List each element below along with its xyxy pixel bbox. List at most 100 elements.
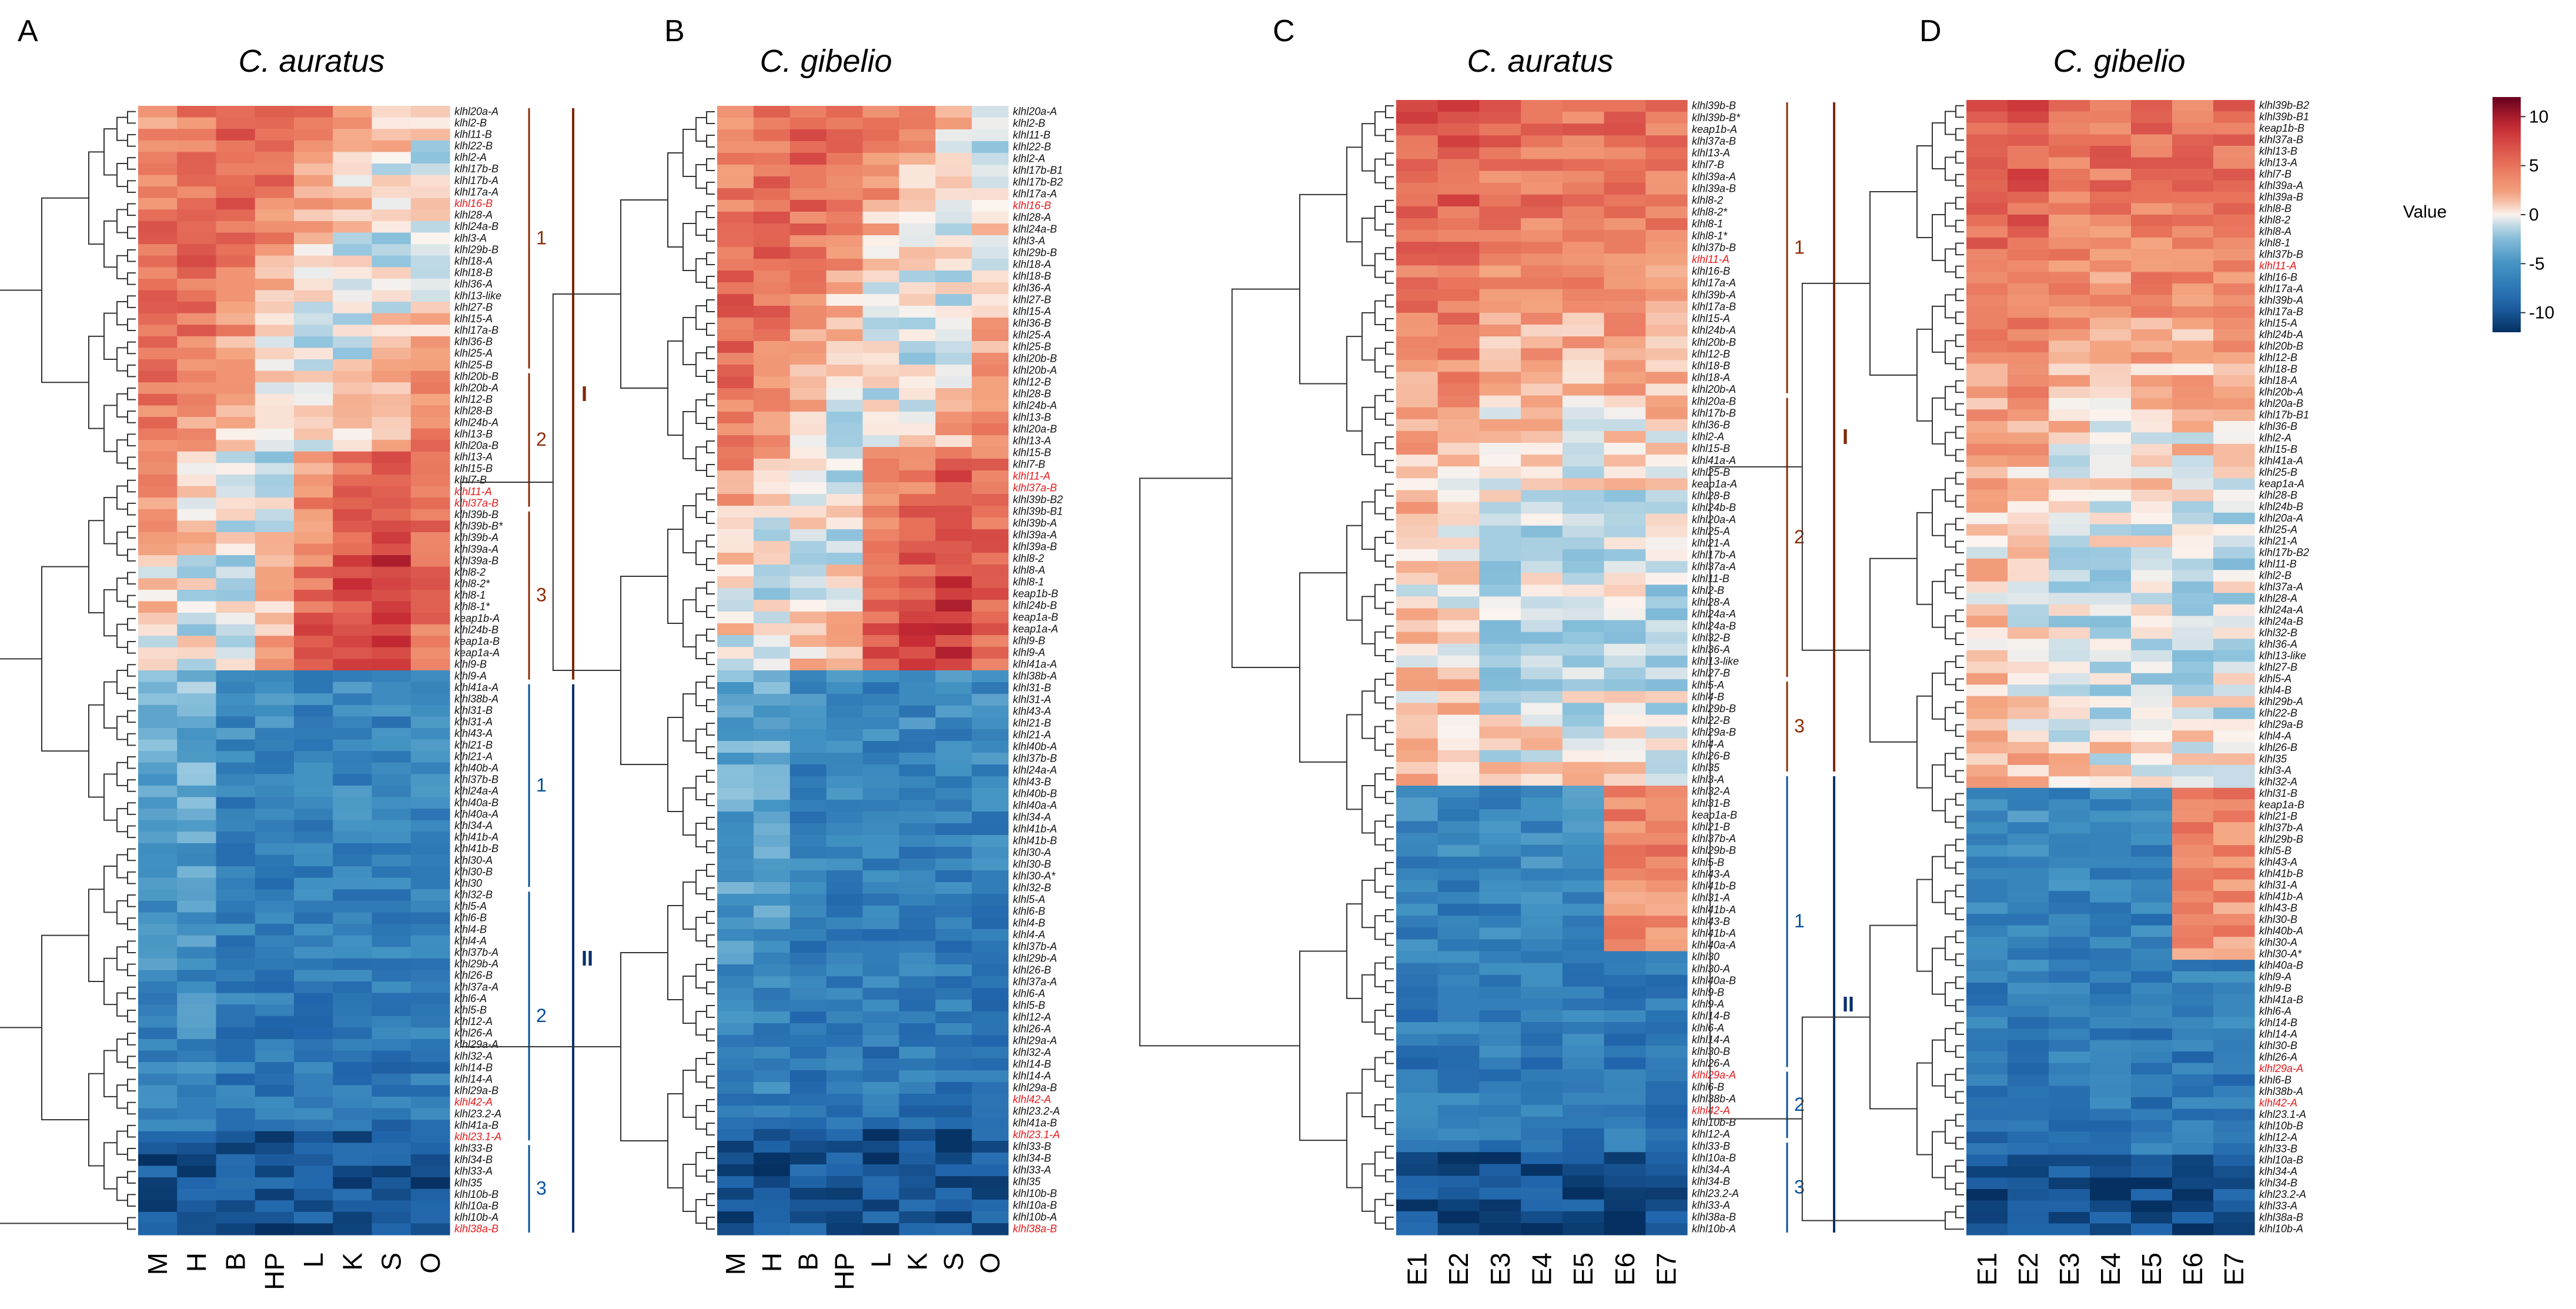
dendrogram-branch xyxy=(1955,884,1964,897)
heatmap-cell xyxy=(972,306,1009,318)
heatmap-cell xyxy=(410,463,450,475)
heatmap-cell xyxy=(333,302,373,314)
heatmap-cell xyxy=(2008,558,2049,570)
heatmap-cell xyxy=(2213,558,2255,570)
dendrogram-branch xyxy=(116,1084,128,1109)
heatmap-cell xyxy=(1437,773,1480,786)
heatmap-cell xyxy=(177,359,217,372)
heatmap-cell xyxy=(2213,237,2255,250)
heatmap-cell xyxy=(753,247,791,259)
heatmap-cell xyxy=(1645,1057,1688,1070)
heatmap-cell xyxy=(2090,914,2132,926)
dendrogram-branch xyxy=(706,511,715,524)
heatmap-cell xyxy=(1604,643,1646,656)
row-label: klhl29a-B xyxy=(2259,719,2303,730)
heatmap-cell xyxy=(972,847,1009,859)
row-label: klhl30-B xyxy=(2259,913,2297,925)
heatmap-cell xyxy=(333,1223,373,1235)
heatmap-cell xyxy=(789,341,827,353)
heatmap-cell xyxy=(177,244,217,256)
heatmap-cell xyxy=(216,1223,256,1235)
heatmap-cell xyxy=(294,889,333,901)
row-dendrogram xyxy=(1139,105,1394,1230)
heatmap-cell xyxy=(410,209,450,222)
heatmap-cell xyxy=(1604,655,1646,668)
heatmap-cell xyxy=(789,741,827,753)
dendrogram-branch xyxy=(1374,300,1386,325)
heatmap-cell xyxy=(2131,295,2173,307)
heatmap-cell xyxy=(138,739,178,752)
heatmap-cell xyxy=(862,988,899,1000)
heatmap-cell xyxy=(2090,168,2132,181)
heatmap-cell xyxy=(2008,627,2049,639)
heatmap-cell xyxy=(294,947,333,959)
heatmap-cell xyxy=(1437,620,1480,633)
heatmap-cell xyxy=(2131,191,2173,204)
heatmap-cell xyxy=(1396,360,1438,372)
row-label: klhl34-A xyxy=(2259,1166,2297,1177)
heatmap-cell xyxy=(2131,764,2173,777)
heatmap-cell xyxy=(294,578,333,590)
heatmap-cell xyxy=(216,566,256,579)
heatmap-cell xyxy=(2172,891,2214,903)
heatmap-cell xyxy=(1966,581,2008,593)
heatmap-cell xyxy=(216,1038,256,1051)
heatmap-cell xyxy=(1966,363,2008,376)
row-label: klhl34-A xyxy=(1013,812,1051,823)
heatmap-cell xyxy=(2049,249,2090,261)
heatmap-cell xyxy=(1562,300,1605,313)
heatmap-cell xyxy=(935,1000,972,1012)
dendrogram-branch xyxy=(103,957,117,1006)
heatmap-cell xyxy=(2008,983,2049,995)
heatmap-cell xyxy=(372,739,412,752)
row-label: klhl27-B xyxy=(1013,294,1051,306)
row-label: klhl16-B xyxy=(2259,272,2297,283)
heatmap-cell xyxy=(1437,372,1480,385)
heatmap-cell xyxy=(255,509,295,521)
heatmap-cell xyxy=(826,188,864,201)
row-label: klhl33-B xyxy=(1692,1140,1730,1152)
heatmap-cell xyxy=(826,235,864,248)
dendrogram-branch xyxy=(695,540,707,565)
heatmap-cell xyxy=(826,764,864,777)
row-label: klhl20a-B xyxy=(454,439,499,451)
heatmap-cell xyxy=(2213,386,2255,399)
heatmap-cell xyxy=(2172,1143,2214,1156)
heatmap-cell xyxy=(1437,880,1480,893)
heatmap-cell xyxy=(717,964,754,977)
heatmap-cell xyxy=(410,970,450,982)
heatmap-cell xyxy=(1521,300,1563,313)
heatmap-cell xyxy=(826,941,864,953)
heatmap-cell xyxy=(2008,581,2049,593)
heatmap-cell xyxy=(1479,312,1521,325)
dendrogram-branch xyxy=(706,393,715,406)
heatmap-cell xyxy=(138,889,178,901)
heatmap-cell xyxy=(2049,845,2090,857)
heatmap-cell xyxy=(1562,620,1605,633)
heatmap-cell xyxy=(2008,1131,2049,1144)
heatmap-cell xyxy=(717,1200,754,1212)
heatmap-cell xyxy=(1521,135,1563,148)
heatmap-cell xyxy=(862,294,899,306)
heatmap-cell xyxy=(2090,833,2132,846)
heatmap-cell xyxy=(899,1011,936,1024)
heatmap-cell xyxy=(216,1154,256,1167)
heatmap-cell xyxy=(2131,157,2173,169)
heatmap-cell xyxy=(972,976,1009,989)
heatmap-cell xyxy=(753,141,791,153)
heatmap-cell xyxy=(2008,604,2049,616)
dendrogram-branch xyxy=(1385,507,1394,520)
heatmap-cell xyxy=(935,741,972,753)
heatmap-cell xyxy=(1437,750,1480,763)
heatmap-cell xyxy=(372,704,412,717)
heatmap-cell xyxy=(972,470,1009,483)
heatmap-cell xyxy=(972,588,1009,600)
heatmap-cell xyxy=(372,382,412,395)
heatmap-cell xyxy=(2090,375,2132,387)
heatmap-cell xyxy=(935,306,972,318)
heatmap-cell xyxy=(2213,845,2255,857)
heatmap-cell xyxy=(1437,1199,1480,1212)
dendrogram-branch xyxy=(103,220,117,268)
heatmap-cell xyxy=(372,1096,412,1109)
heatmap-cell xyxy=(1604,1093,1646,1106)
